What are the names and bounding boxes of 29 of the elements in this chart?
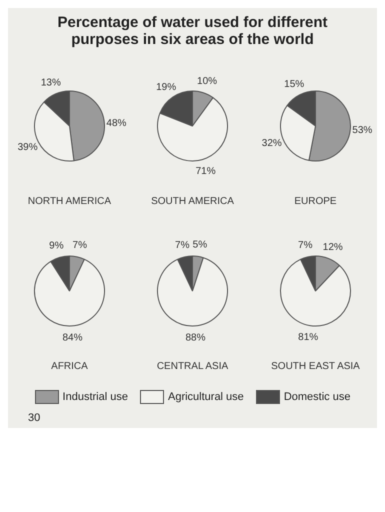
data-label: 39% [18, 142, 38, 154]
data-label: 88% [185, 332, 206, 344]
data-label: 53% [352, 125, 372, 136]
data-label: 7% [298, 240, 313, 251]
text: CENTRAL ASIA [156, 361, 230, 372]
legend-label: Domestic use [282, 390, 350, 404]
legend-label: Industrial use [62, 390, 128, 404]
text: EUROPE [293, 196, 338, 207]
data-label: 32% [262, 138, 282, 150]
data-label: 7% [72, 240, 88, 251]
data-label: 12% [322, 242, 343, 254]
text: SOUTH AMERICA [150, 196, 235, 207]
data-label: 13% [40, 78, 61, 89]
text: SOUTH EAST ASIA [270, 361, 361, 372]
text: 30 [27, 411, 42, 426]
text: NORTH AMERICA [26, 196, 112, 207]
data-label: 81% [298, 332, 318, 344]
data-label: 7% [175, 240, 190, 251]
legend-label: Agricultural use [166, 390, 244, 404]
data-label: 9% [49, 240, 64, 252]
text: AFRICA [50, 361, 89, 372]
data-label: 10% [197, 76, 218, 88]
data-label: 71% [196, 166, 216, 177]
chart-title: Percentage of water used for different purposes in six areas of the world [56, 13, 329, 50]
data-label: 19% [156, 82, 176, 93]
data-label: 84% [62, 332, 83, 344]
data-label: 48% [106, 118, 127, 129]
data-label: 15% [284, 78, 304, 90]
data-label: 5% [192, 239, 208, 250]
